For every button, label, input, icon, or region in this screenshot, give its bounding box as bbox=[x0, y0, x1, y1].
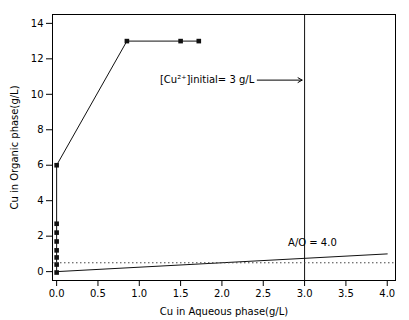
svg-text:0: 0 bbox=[37, 266, 43, 277]
svg-text:3.5: 3.5 bbox=[338, 288, 354, 299]
svg-text:Cu in Organic phase(g/L): Cu in Organic phase(g/L) bbox=[9, 85, 20, 209]
svg-text:8: 8 bbox=[37, 124, 43, 135]
svg-text:2.5: 2.5 bbox=[255, 288, 271, 299]
svg-text:1.5: 1.5 bbox=[173, 288, 189, 299]
svg-text:14: 14 bbox=[31, 18, 44, 29]
svg-text:0.5: 0.5 bbox=[90, 288, 106, 299]
svg-text:2: 2 bbox=[37, 230, 43, 241]
svg-text:4.0: 4.0 bbox=[379, 288, 395, 299]
svg-text:Cu in Aqueous phase(g/L): Cu in Aqueous phase(g/L) bbox=[160, 306, 289, 317]
svg-text:12: 12 bbox=[31, 53, 44, 64]
svg-text:2.0: 2.0 bbox=[214, 288, 230, 299]
svg-text:4: 4 bbox=[37, 195, 43, 206]
svg-text:6: 6 bbox=[37, 159, 43, 170]
svg-text:1.0: 1.0 bbox=[131, 288, 147, 299]
svg-text:0.0: 0.0 bbox=[49, 288, 65, 299]
svg-text:3.0: 3.0 bbox=[297, 288, 313, 299]
svg-text:A/O = 4.0: A/O = 4.0 bbox=[288, 237, 337, 248]
svg-text:10: 10 bbox=[31, 89, 44, 100]
svg-text:[Cu²⁺]initial= 3 g/L: [Cu²⁺]initial= 3 g/L bbox=[160, 74, 255, 85]
